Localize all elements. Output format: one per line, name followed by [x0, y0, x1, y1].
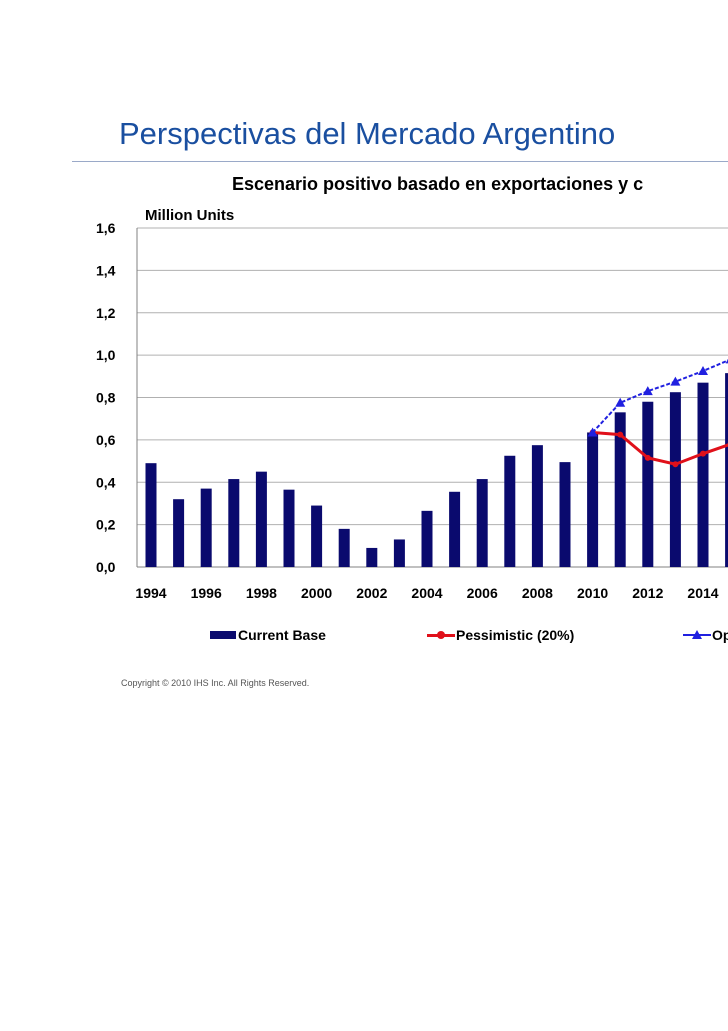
x-tick-label: 2000 — [301, 585, 332, 601]
bar — [559, 462, 571, 567]
copyright-notice: Copyright © 2010 IHS Inc. All Rights Res… — [121, 678, 310, 688]
optimistic-point — [670, 376, 681, 386]
legend-label-current-base: Current Base — [238, 627, 326, 643]
optimistic-point — [698, 366, 708, 376]
optimistic-point — [642, 386, 653, 396]
optimistic-point — [615, 397, 626, 407]
legend-optimistic: Op — [683, 626, 728, 644]
x-tick-label: 1998 — [246, 585, 277, 601]
x-tick-label: 2006 — [467, 585, 498, 601]
chart-title: Escenario positivo basado en exportacion… — [232, 174, 644, 194]
y-tick-label: 1,6 — [96, 220, 116, 236]
x-tick-label: 2014 — [687, 585, 718, 601]
bar — [725, 373, 728, 567]
legend-label-pessimistic: Pessimistic (20%) — [456, 627, 575, 643]
x-tick-label: 2004 — [411, 585, 442, 601]
bar — [311, 505, 323, 567]
y-axis-unit-label: Million Units — [145, 207, 235, 224]
bar — [255, 471, 267, 567]
legend-current-base: Current Base — [210, 626, 326, 644]
y-tick-label: 0,0 — [96, 559, 116, 575]
y-tick-label: 0,2 — [96, 517, 116, 533]
bar — [145, 463, 157, 567]
bar — [200, 488, 212, 567]
bar — [614, 412, 626, 567]
pessimistic-point — [672, 461, 679, 468]
pessimistic-point — [617, 431, 624, 438]
x-tick-label: 1994 — [135, 585, 166, 601]
bar — [228, 479, 240, 567]
page-title: Perspectivas del Mercado Argentino — [119, 116, 616, 151]
bar — [393, 539, 405, 567]
bar — [173, 499, 185, 567]
legend-label-optimistic: Op — [712, 627, 728, 643]
bar — [449, 491, 461, 567]
x-tick-label: 1996 — [191, 585, 222, 601]
optimistic-point — [725, 359, 728, 364]
bar — [421, 510, 433, 567]
y-tick-label: 1,4 — [96, 262, 116, 278]
y-tick-label: 0,6 — [96, 432, 116, 448]
pessimistic-point — [644, 454, 651, 461]
legend-blue-line-swatch-icon — [683, 629, 711, 641]
bar — [531, 445, 543, 567]
pessimistic-series-line — [592, 430, 728, 466]
y-tick-label: 1,2 — [96, 305, 116, 321]
optimistic-series-line — [591, 359, 728, 434]
y-tick-label: 1,0 — [96, 347, 116, 363]
legend-pessimistic: Pessimistic (20%) — [427, 626, 574, 644]
optimistic-point — [587, 427, 598, 437]
legend-red-line-swatch-icon — [427, 629, 455, 641]
pessimistic-point — [700, 450, 706, 457]
bar — [669, 392, 681, 567]
y-tick-label: 0,4 — [96, 474, 116, 490]
x-tick-label: 2008 — [522, 585, 553, 601]
bar — [697, 382, 709, 567]
bar — [587, 432, 599, 567]
bar — [642, 401, 654, 567]
bar — [476, 479, 488, 567]
x-tick-label: 2010 — [577, 585, 608, 601]
bar — [283, 489, 295, 567]
bar — [504, 455, 516, 567]
bar — [366, 547, 378, 567]
title-divider — [72, 161, 728, 162]
legend-bar-swatch-icon — [210, 631, 236, 639]
chart-plot: 0,0 0,2 0,4 0,6 0,8 1,0 1,2 1,4 1,6 1994 1996 1998 2… — [96, 220, 728, 601]
bar — [338, 528, 350, 567]
y-tick-label: 0,8 — [96, 390, 116, 406]
x-tick-label: 2002 — [356, 585, 387, 601]
x-tick-label: 2012 — [632, 585, 663, 601]
